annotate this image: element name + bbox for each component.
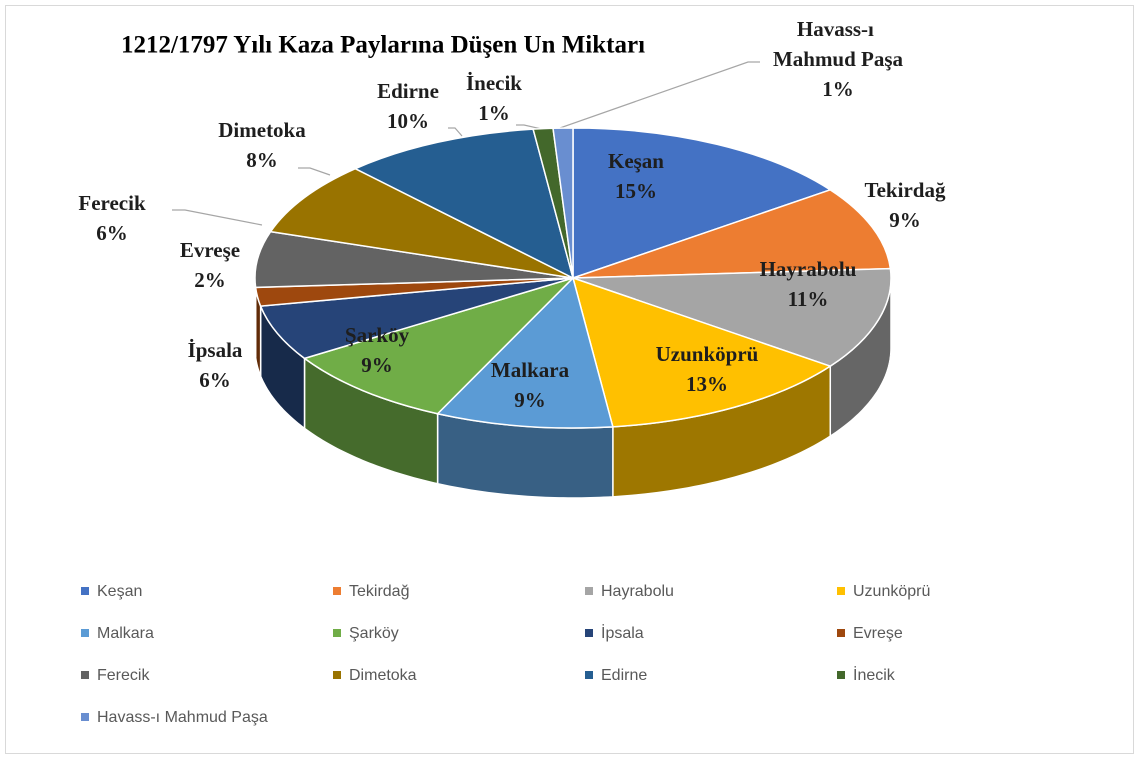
legend-label: İpsala [601,623,644,642]
pie-slice [572,127,832,280]
pie-slice [572,189,892,279]
legend-label: Havass-ı Mahmud Paşa [97,709,268,726]
data-label-value: 15% [615,179,657,203]
legend-label: Şarköy [349,625,399,642]
pie-slice [302,277,574,415]
legend-swatch [585,587,593,595]
data-label-value: 8% [246,148,278,172]
data-label-name: Uzunköprü [656,342,759,366]
data-label-name: Tekirdağ [865,178,946,202]
legend-swatch [333,671,341,679]
label-line: Mahmud Paşa [773,47,904,71]
legend-swatch [81,629,89,637]
data-label-name: Edirne [377,79,439,103]
data-label-value: 13% [686,372,728,396]
legend-swatch [81,587,89,595]
data-label-name: İpsala [188,338,243,362]
data-label-name: Dimetoka [218,118,306,142]
data-label-value: 9% [514,388,546,412]
data-label-name: Şarköy [345,323,410,347]
data-label-name: Havass-ı Mahmud Paşa [773,17,904,71]
data-label-value: 11% [788,287,829,311]
legend-swatch [585,671,593,679]
leader-lines [172,61,760,226]
legend-label: Edirne [601,667,647,684]
data-label-name: Keşan [608,149,664,173]
legend-swatch [837,629,845,637]
pie-slice [269,167,574,279]
data-label-name: Ferecik [78,191,146,215]
legend-label: Tekirdağ [349,583,409,600]
legend-label: Evreşe [853,625,903,642]
data-label-value: 9% [361,353,393,377]
legend-swatch [585,629,593,637]
pie-slice [353,128,575,280]
data-label-value: 6% [96,221,128,245]
data-label-name: Evreşe [180,238,240,262]
pie-slice [552,127,574,279]
legend-label: Keşan [97,583,142,600]
pie-slice [254,230,574,289]
legend-swatch [837,587,845,595]
pie-slice [436,276,614,429]
legend-swatch [837,671,845,679]
legend-label: Malkara [97,625,154,642]
data-label-value: 1% [478,101,510,125]
data-label-value: 9% [889,208,921,232]
legend-label: İnecik [853,665,896,684]
data-label-value: 10% [387,109,429,133]
data-label-value: 2% [194,268,226,292]
legend-swatch [81,713,89,721]
pie-sides [254,277,892,499]
legend-label: Dimetoka [349,667,417,684]
pie-slice [572,267,892,367]
data-label-value: 1% [822,77,854,101]
data-label-value: 6% [199,368,231,392]
legend-label: Uzunköprü [853,583,930,600]
pie-slice [259,277,574,360]
pie-tops [254,127,892,429]
legend-swatch [333,587,341,595]
chart-title: 1212/1797 Yılı Kaza Paylarına Düşen Un M… [121,32,645,59]
data-label-name: Malkara [491,358,570,382]
data-label-name: İnecik [466,71,522,95]
legend-swatch [81,671,89,679]
label-line: Havass-ı [797,17,879,41]
legend-swatch [333,629,341,637]
legend-label: Hayrabolu [601,583,674,600]
pie-slice [571,276,832,428]
data-label-name: Hayrabolu [760,257,857,281]
legend-label: Ferecik [97,667,150,684]
